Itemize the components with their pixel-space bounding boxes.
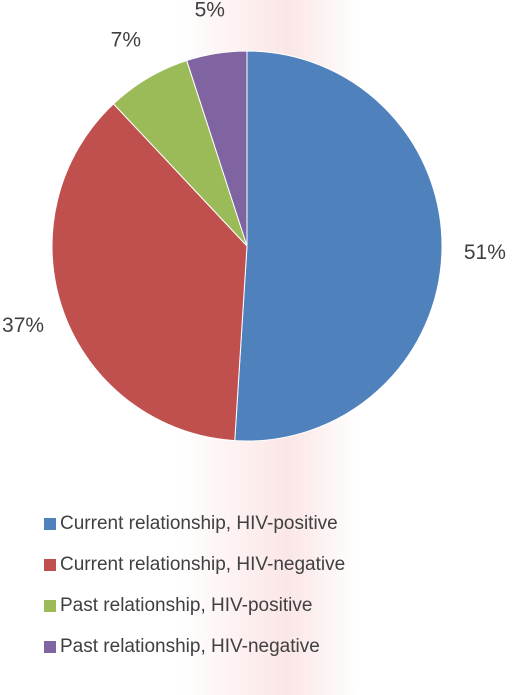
data-label: 51% xyxy=(464,241,506,264)
pie-slice xyxy=(186,50,248,247)
legend-swatch xyxy=(44,559,56,571)
legend-swatch xyxy=(44,600,56,612)
legend-label: Past relationship, HIV-positive xyxy=(60,595,312,616)
pie-slice xyxy=(234,50,443,442)
legend-label: Past relationship, HIV-negative xyxy=(60,636,320,657)
legend-swatch xyxy=(44,641,56,653)
legend-label: Current relationship, HIV-positive xyxy=(60,513,338,534)
legend-swatch xyxy=(44,518,56,530)
data-label: 7% xyxy=(111,29,141,52)
data-label: 5% xyxy=(195,0,225,21)
pie-slice xyxy=(51,103,248,442)
data-label: 37% xyxy=(2,314,44,337)
legend-label: Current relationship, HIV-negative xyxy=(60,554,345,575)
